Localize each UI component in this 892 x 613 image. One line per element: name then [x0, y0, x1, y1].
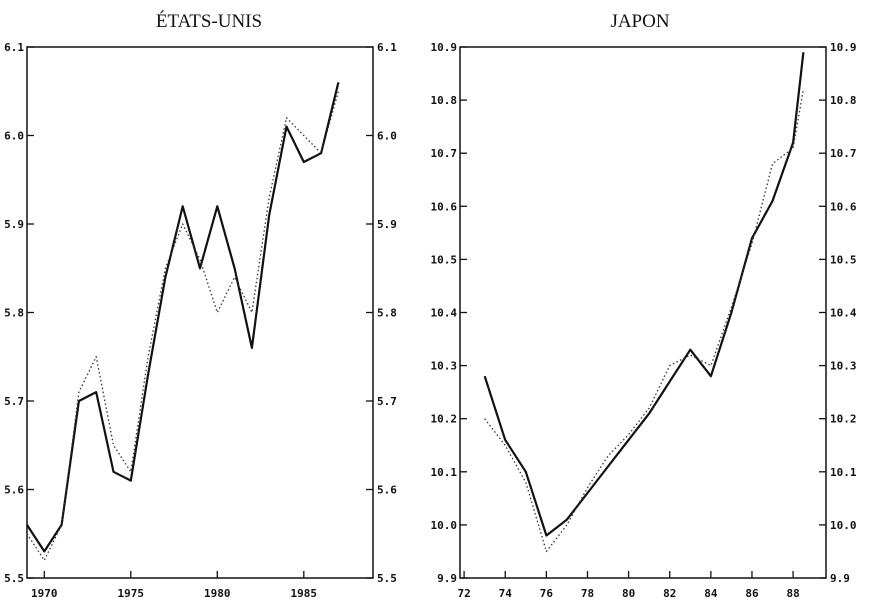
x-tick-label-japon: 76 [540, 587, 554, 600]
y-tick-label-left-japon: 10.8 [431, 94, 458, 107]
x-tick-label-japon: 82 [663, 587, 676, 600]
y-tick-label-right-japon: 9.9 [830, 572, 850, 585]
y-tick-label-left-japon: 10.5 [431, 253, 458, 266]
y-tick-label-left-japon: 10.1 [431, 466, 458, 479]
y-tick-label-right-etats-unis: 5.7 [377, 395, 397, 408]
y-tick-label-left-japon: 10.9 [431, 41, 458, 54]
y-tick-label-right-japon: 10.5 [830, 253, 857, 266]
x-tick-label-japon: 72 [457, 587, 470, 600]
y-tick-label-right-japon: 10.6 [830, 200, 857, 213]
y-tick-label-left-japon: 10.3 [431, 360, 458, 373]
x-tick-label-japon: 84 [704, 587, 718, 600]
series-line-solid-etats-unis [26, 82, 340, 553]
plot-frame-japon [459, 46, 827, 579]
x-tick-label-etats-unis: 1975 [118, 587, 145, 600]
y-tick-label-right-etats-unis: 6.0 [377, 130, 397, 143]
y-tick-label-right-etats-unis: 6.1 [377, 41, 397, 54]
chart-title-japon: JAPON [610, 11, 669, 32]
plot-frame-etats-unis [26, 46, 374, 579]
x-tick-label-japon: 86 [745, 587, 759, 600]
y-tick-label-right-japon: 10.1 [830, 466, 857, 479]
series-line-dotted-japon [484, 89, 805, 553]
y-tick-label-left-etats-unis: 6.1 [4, 41, 24, 54]
y-tick-label-left-etats-unis: 5.8 [4, 307, 24, 320]
y-tick-label-left-japon: 10.6 [431, 200, 458, 213]
y-tick-label-right-japon: 10.8 [830, 94, 857, 107]
y-tick-label-left-japon: 9.9 [437, 572, 457, 585]
y-tick-label-right-japon: 10.9 [830, 41, 857, 54]
y-tick-label-right-etats-unis: 5.9 [377, 218, 397, 231]
x-tick-label-japon: 78 [581, 587, 594, 600]
panel-japon: JAPON 9.9 9.9 10.0 10.0 10.1 10.1 10.2 10.2 10.3… [431, 11, 857, 600]
y-tick-label-right-etats-unis: 5.5 [377, 572, 397, 585]
y-tick-label-right-etats-unis: 5.8 [377, 307, 397, 320]
y-tick-label-right-japon: 10.2 [830, 413, 857, 426]
x-tick-label-japon: 74 [499, 587, 513, 600]
y-tick-label-left-japon: 10.2 [431, 413, 458, 426]
series-line-solid-japon [483, 52, 805, 537]
y-tick-label-left-japon: 10.4 [431, 307, 458, 320]
y-tick-label-right-japon: 10.7 [830, 147, 857, 160]
y-tick-label-left-etats-unis: 5.5 [4, 572, 24, 585]
x-tick-label-etats-unis: 1985 [291, 587, 318, 600]
y-tick-label-left-japon: 10.0 [431, 519, 458, 532]
y-tick-label-left-etats-unis: 5.9 [4, 218, 24, 231]
x-tick-label-japon: 80 [622, 587, 635, 600]
panel-etats-unis: ÉTATS-UNIS 5.5 5.5 5.6 5.6 5.7 5.7 5.8 5.8 5.9 5.… [4, 10, 397, 600]
x-tick-label-japon: 88 [786, 587, 799, 600]
y-tick-label-right-japon: 10.3 [830, 360, 857, 373]
x-tick-label-etats-unis: 1980 [204, 587, 231, 600]
y-tick-label-left-japon: 10.7 [431, 147, 458, 160]
y-tick-label-left-etats-unis: 6.0 [4, 130, 24, 143]
y-tick-label-right-etats-unis: 5.6 [377, 484, 397, 497]
y-tick-label-right-japon: 10.4 [830, 307, 857, 320]
y-tick-label-right-japon: 10.0 [830, 519, 857, 532]
x-tick-label-etats-unis: 1970 [31, 587, 58, 600]
y-tick-label-left-etats-unis: 5.6 [4, 484, 24, 497]
y-tick-label-left-etats-unis: 5.7 [4, 395, 24, 408]
chart-title-etats-unis: ÉTATS-UNIS [156, 10, 262, 32]
series-line-dotted-etats-unis [26, 91, 340, 561]
